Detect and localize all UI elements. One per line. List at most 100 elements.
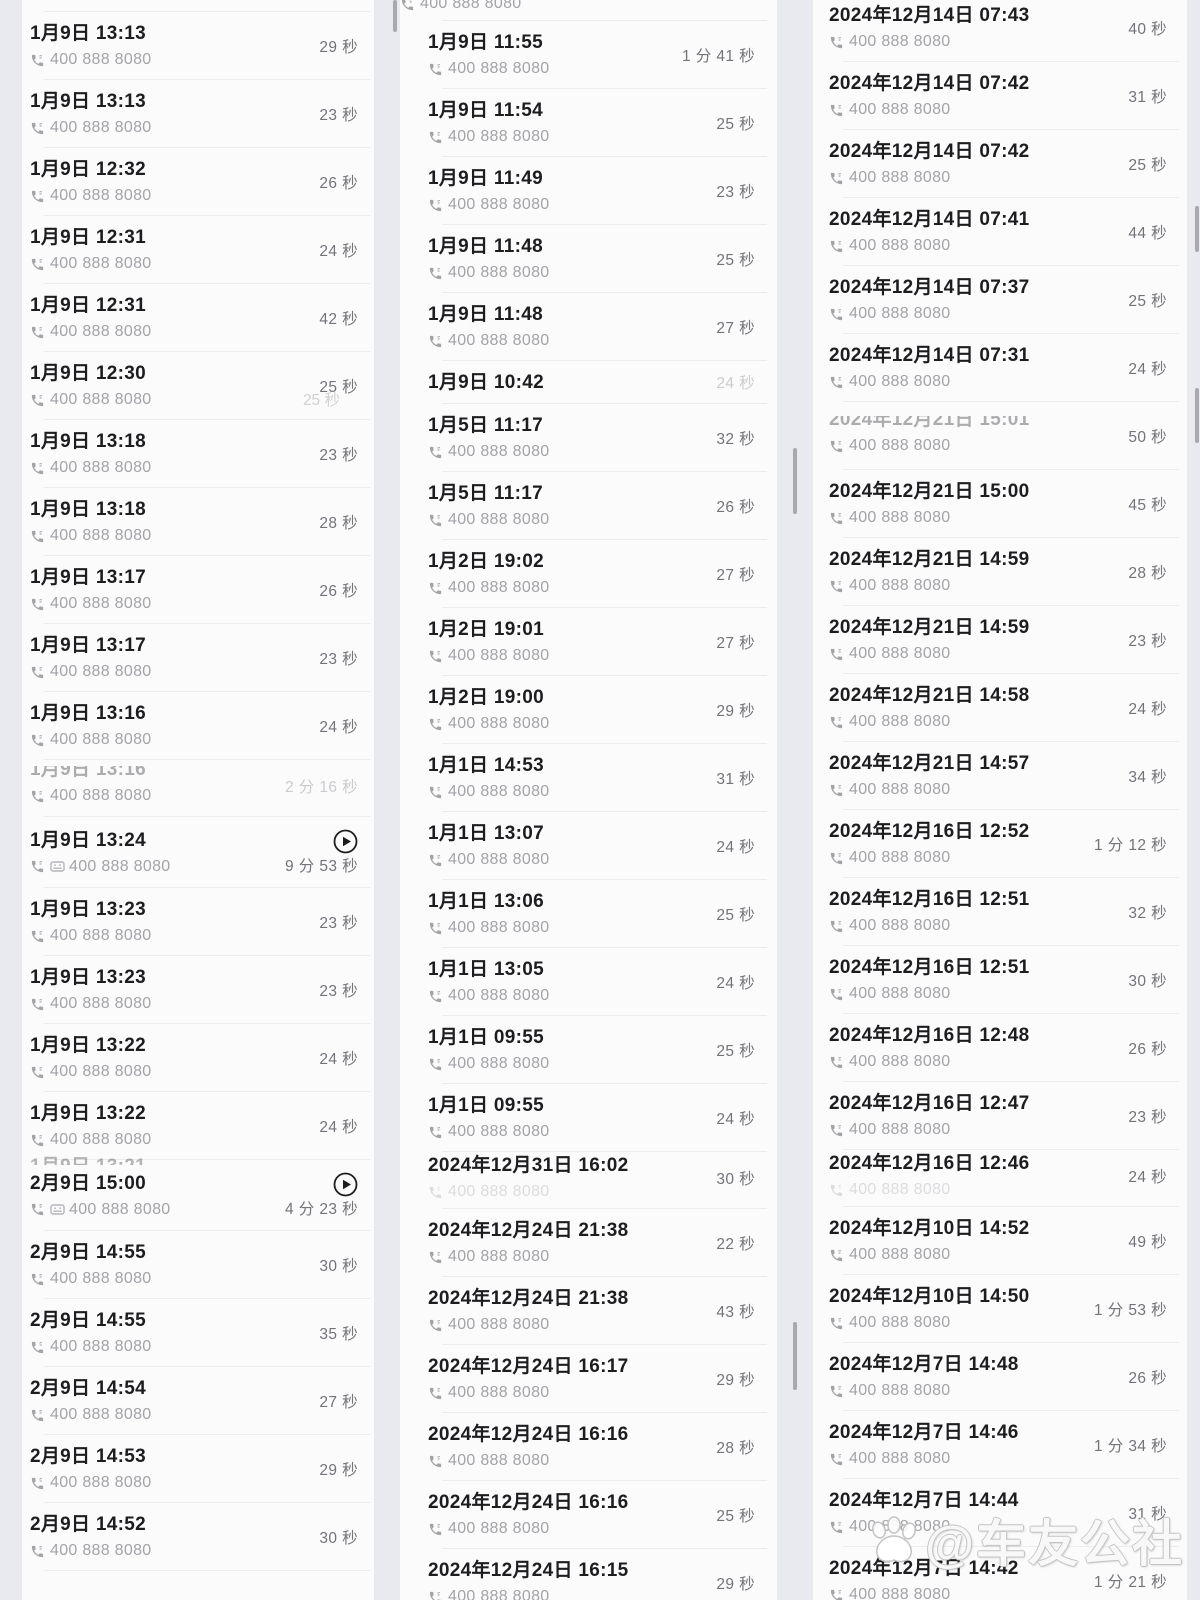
call-log-row[interactable]: 2024年12月14日 07:42 400 888 8080 31 秒: [813, 62, 1187, 129]
call-log-row[interactable]: 1月9日 13:16 400 888 8080 24 秒: [22, 692, 374, 759]
scrollbar-thumb[interactable]: [393, 0, 397, 32]
call-log-row[interactable]: 1月9日 13:23 400 888 8080 23 秒: [22, 888, 374, 955]
call-log-row[interactable]: 1月9日 13:22 400 888 8080 24 秒: [22, 1024, 374, 1091]
call-log-row[interactable]: 1月5日 11:17 400 888 8080 26 秒: [400, 472, 777, 539]
call-log-row[interactable]: 2024年12月21日 15:00 400 888 8080 45 秒: [813, 470, 1187, 537]
call-log-row[interactable]: 2024年12月31日 16:02 400 888 8080 30 秒: [400, 1152, 777, 1208]
call-log-row[interactable]: 1月9日 12:31 400 888 8080 42 秒: [22, 284, 374, 351]
call-log-row[interactable]: 1月1日 13:06 400 888 8080 25 秒: [400, 880, 777, 947]
call-log-row[interactable]: 1月9日 13:24 400 888 8080 9 分 53 秒: [22, 817, 374, 887]
call-log-row[interactable]: 2024年12月21日 14:59 400 888 8080 23 秒: [813, 606, 1187, 673]
phone-icon: [829, 851, 844, 866]
call-log-row[interactable]: 1月1日 09:55 400 888 8080 24 秒: [400, 1084, 777, 1151]
call-log-row[interactable]: 1月2日 19:00 400 888 8080 29 秒: [400, 676, 777, 743]
call-log-row[interactable]: 2024年12月21日 14:58 400 888 8080 24 秒: [813, 674, 1187, 741]
call-log-row[interactable]: 2024年12月24日 16:16 400 888 8080 25 秒: [400, 1481, 777, 1548]
call-date: 1月9日 13:24: [30, 829, 147, 851]
call-log-row[interactable]: 1月9日 11:48 400 888 8080 25 秒: [400, 225, 777, 292]
call-log-row[interactable]: 2024年12月14日 07:43 400 888 8080 40 秒: [813, 0, 1187, 61]
row-divider: [442, 292, 767, 293]
call-log-row[interactable]: 1月9日 11:48 400 888 8080 27 秒: [400, 293, 777, 360]
call-log-row[interactable]: 1月9日 10:42 24 秒: [400, 361, 777, 403]
call-log-row[interactable]: 2024年12月7日 14:48 400 888 8080 26 秒: [813, 1343, 1187, 1410]
phone-icon: [428, 717, 443, 732]
call-log-row[interactable]: 2024年12月24日 21:38 400 888 8080 43 秒: [400, 1277, 777, 1344]
call-log-row[interactable]: 2024年12月16日 12:51 400 888 8080 30 秒: [813, 946, 1187, 1013]
phone-number-line: 400 888 8080: [30, 322, 151, 342]
call-log-row[interactable]: 1月9日 13:17 400 888 8080 26 秒: [22, 556, 374, 623]
call-log-row[interactable]: 2月9日 14:55 400 888 8080 30 秒: [22, 1231, 374, 1298]
call-log-row[interactable]: 2024年12月16日 12:51 400 888 8080 32 秒: [813, 878, 1187, 945]
call-log-row[interactable]: 2024年12月10日 14:52 400 888 8080 49 秒: [813, 1207, 1187, 1274]
call-log-row[interactable]: 1月1日 13:07 400 888 8080 24 秒: [400, 812, 777, 879]
play-recording-button[interactable]: [333, 829, 358, 854]
row-divider: [843, 1546, 1179, 1547]
call-log-row[interactable]: 2月9日 14:54 400 888 8080 27 秒: [22, 1367, 374, 1434]
call-log-row[interactable]: 2024年12月14日 07:42 400 888 8080 25 秒: [813, 130, 1187, 197]
call-log-row[interactable]: 1月9日 13:18 400 888 8080 23 秒: [22, 420, 374, 487]
call-log-row[interactable]: 1月9日 13:23 400 888 8080 23 秒: [22, 956, 374, 1023]
call-log-row[interactable]: 1月9日 11:54 400 888 8080 25 秒: [400, 89, 777, 156]
call-log-row[interactable]: 1月1日 14:53 400 888 8080 31 秒: [400, 744, 777, 811]
call-log-row[interactable]: 2月9日 14:53 400 888 8080 29 秒: [22, 1435, 374, 1502]
call-log-row[interactable]: 2024年12月7日 14:42 400 888 8080 1 分 21 秒: [813, 1547, 1187, 1600]
call-log-row[interactable]: 2月9日 14:52 400 888 8080 30 秒: [22, 1503, 374, 1570]
call-log-row[interactable]: 1月9日 13:13 400 888 8080 23 秒: [22, 80, 374, 147]
call-log-row[interactable]: 1月9日 12:31 400 888 8080 24 秒: [22, 216, 374, 283]
row-divider: [44, 1570, 370, 1571]
call-log-row[interactable]: 2024年12月16日 12:48 400 888 8080 26 秒: [813, 1014, 1187, 1081]
scrollbar-thumb[interactable]: [1195, 388, 1199, 443]
call-log-row[interactable]: 1月9日 12:30 400 888 8080 25 秒 25 秒: [22, 352, 374, 419]
call-log-row[interactable]: 2024年12月16日 12:52 400 888 8080 1 分 12 秒: [813, 810, 1187, 877]
call-log-row[interactable]: 1月2日 19:02 400 888 8080 27 秒: [400, 540, 777, 607]
phone-number-line: 400 888 8080: [428, 1054, 549, 1074]
call-log-row[interactable]: 2月9日 14:55 400 888 8080 35 秒: [22, 1299, 374, 1366]
phone-icon: [30, 1065, 45, 1080]
call-log-row[interactable]: 2024年12月7日 14:44 400 888 8080 31 秒: [813, 1479, 1187, 1546]
call-log-row[interactable]: 1月9日 13:13 400 888 8080 29 秒: [22, 12, 374, 79]
phone-number-line: 400 888 8080: [30, 1269, 151, 1289]
phone-icon: [428, 1057, 443, 1072]
call-log-row[interactable]: 1月9日 12:32 400 888 8080 26 秒: [22, 148, 374, 215]
call-log-row[interactable]: 2024年12月24日 16:15 400 888 8080 29 秒: [400, 1549, 777, 1600]
phone-number-line: 400 888 8080: [829, 644, 1030, 664]
call-log-row[interactable]: 1月1日 13:05 400 888 8080 24 秒: [400, 948, 777, 1015]
play-recording-button[interactable]: [333, 1172, 358, 1197]
scrollbar-thumb[interactable]: [1195, 206, 1199, 252]
call-duration: 24 秒: [319, 719, 358, 736]
scrollbar-thumb[interactable]: [793, 1322, 797, 1390]
call-log-row[interactable]: 1月9日 11:49 400 888 8080 23 秒: [400, 157, 777, 224]
scrollbar-thumb[interactable]: [793, 448, 797, 514]
call-log-row[interactable]: 1月9日 11:55 400 888 8080 1 分 41 秒: [400, 21, 777, 88]
call-log-row[interactable]: 1月9日 13:17 400 888 8080 23 秒: [22, 624, 374, 691]
phone-number: 400 888 8080: [849, 781, 951, 798]
call-log-row[interactable]: 2024年12月24日 21:38 400 888 8080 22 秒: [400, 1209, 777, 1276]
phone-number-line: 400 888 8080: [428, 1122, 549, 1142]
call-log-row[interactable]: 2024年12月21日 14:59 400 888 8080 28 秒: [813, 538, 1187, 605]
call-log-row[interactable]: 1月9日 13:16 400 888 8080 2 分 16 秒: [22, 760, 374, 816]
call-log-row[interactable]: 2024年12月16日 12:46 400 888 8080 24 秒: [813, 1150, 1187, 1206]
call-log-row[interactable]: 2024年12月24日 16:16 400 888 8080 28 秒: [400, 1413, 777, 1480]
call-duration: 22 秒: [716, 1236, 755, 1253]
call-log-row[interactable]: 2024年12月21日 14:57 400 888 8080 34 秒: [813, 742, 1187, 809]
call-log-row[interactable]: 2024年12月14日 07:31 400 888 8080 24 秒: [813, 334, 1187, 401]
phone-icon: [829, 1248, 844, 1263]
call-log-row[interactable]: 1月1日 09:55 400 888 8080 25 秒: [400, 1016, 777, 1083]
call-log-row[interactable]: 1月5日 11:17 400 888 8080 32 秒: [400, 404, 777, 471]
call-log-row[interactable]: 2024年12月14日 07:37 400 888 8080 25 秒: [813, 266, 1187, 333]
phone-number: 400 888 8080: [448, 264, 550, 281]
phone-number: 400 888 8080: [50, 927, 152, 944]
call-duration: 28 秒: [319, 515, 358, 532]
phone-icon: [428, 1454, 443, 1469]
call-log-row[interactable]: 1月9日 13:22 400 888 8080 24 秒: [22, 1092, 374, 1159]
call-log-row[interactable]: 1月2日 19:01 400 888 8080 27 秒: [400, 608, 777, 675]
call-log-row[interactable]: 2024年12月24日 16:17 400 888 8080 29 秒: [400, 1345, 777, 1412]
call-log-row[interactable]: 2024年12月21日 15:01 400 888 8080 50 秒: [813, 402, 1187, 469]
call-log-row[interactable]: 2024年12月10日 14:50 400 888 8080 1 分 53 秒: [813, 1275, 1187, 1342]
call-log-row[interactable]: 2024年12月7日 14:46 400 888 8080 1 分 34 秒: [813, 1411, 1187, 1478]
call-log-row[interactable]: 2024年12月14日 07:41 400 888 8080 44 秒: [813, 198, 1187, 265]
call-date: 1月5日 11:17: [428, 415, 543, 436]
call-log-row[interactable]: 1月9日 13:18 400 888 8080 28 秒: [22, 488, 374, 555]
call-log-row[interactable]: 2024年12月16日 12:47 400 888 8080 23 秒: [813, 1082, 1187, 1149]
